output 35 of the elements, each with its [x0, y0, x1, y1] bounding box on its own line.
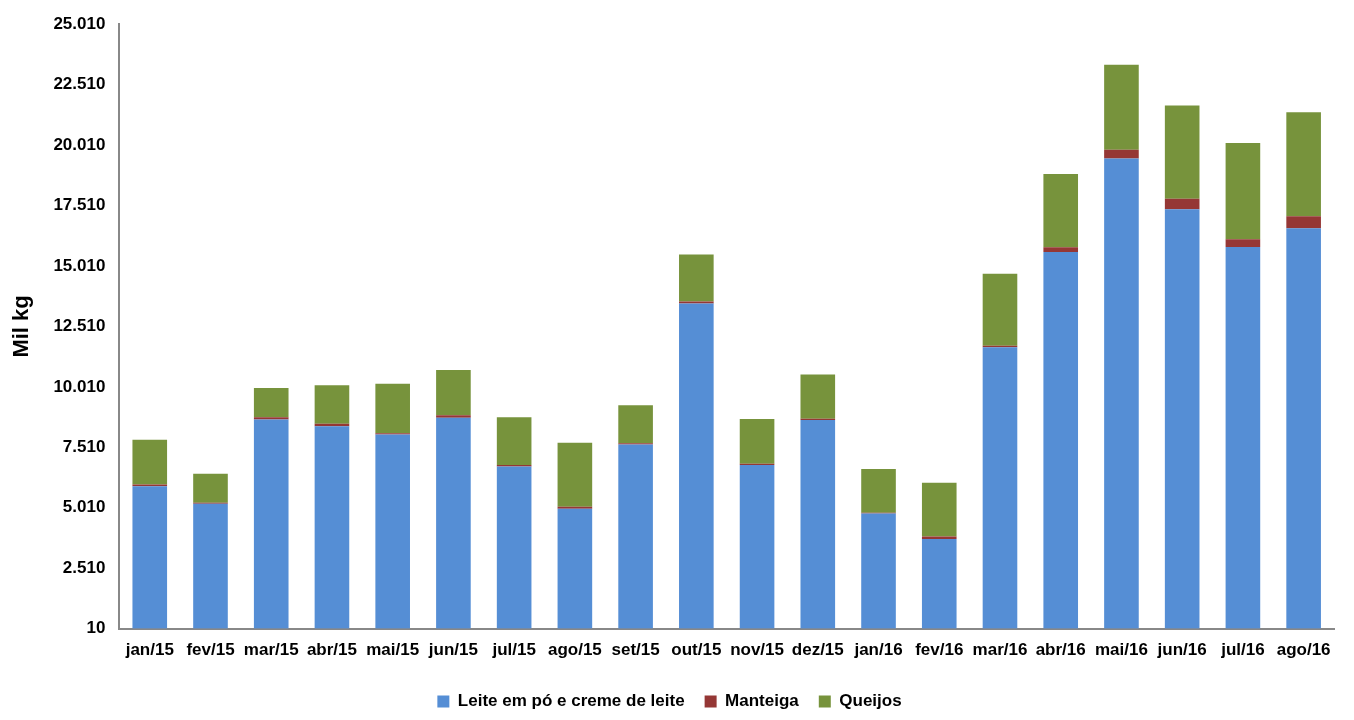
- y-axis-title: Mil kg: [8, 295, 34, 358]
- x-tick-label: jan/16: [853, 640, 903, 660]
- legend-label: Queijos: [839, 691, 902, 711]
- x-tick-label: mai/15: [366, 640, 420, 660]
- x-tick-label: nov/15: [730, 640, 784, 660]
- x-tick-label: dez/15: [791, 640, 844, 660]
- legend-label: Manteiga: [725, 691, 800, 711]
- x-tick-label: set/15: [611, 640, 660, 660]
- x-tick-label: mar/15: [243, 640, 299, 660]
- y-tick-label: 20.010: [53, 134, 106, 154]
- y-tick-label: 2.510: [62, 557, 106, 577]
- x-tick-label: jan/15: [124, 640, 174, 660]
- x-tick-label: mar/16: [972, 640, 1028, 660]
- x-tick-label: jul/16: [1220, 640, 1265, 660]
- y-tick-label: 17.510: [53, 195, 106, 215]
- x-tick-label: ago/15: [547, 640, 602, 660]
- x-tick-label: abr/16: [1035, 640, 1086, 660]
- x-tick-label: jul/15: [491, 640, 536, 660]
- x-tick-label: fev/15: [186, 640, 235, 660]
- x-tick-label: mai/16: [1094, 640, 1148, 660]
- x-tick-label: out/15: [671, 640, 722, 660]
- x-tick-label: jun/16: [1156, 640, 1207, 660]
- y-tick-label: 10: [86, 618, 106, 638]
- y-tick-label: 12.510: [53, 316, 106, 336]
- y-tick-label: 25.010: [53, 13, 106, 33]
- x-tick-label: ago/16: [1276, 640, 1331, 660]
- y-tick-label: 22.510: [53, 74, 106, 94]
- legend-label: Leite em pó e creme de leite: [457, 691, 685, 711]
- x-tick-label: abr/15: [306, 640, 357, 660]
- y-tick-label: 15.010: [53, 255, 106, 275]
- x-tick-label: jun/15: [427, 640, 478, 660]
- x-tick-label: fev/16: [915, 640, 964, 660]
- y-tick-label: 7.510: [62, 436, 106, 456]
- y-tick-label: 5.010: [62, 497, 106, 517]
- y-tick-label: 10.010: [53, 376, 106, 396]
